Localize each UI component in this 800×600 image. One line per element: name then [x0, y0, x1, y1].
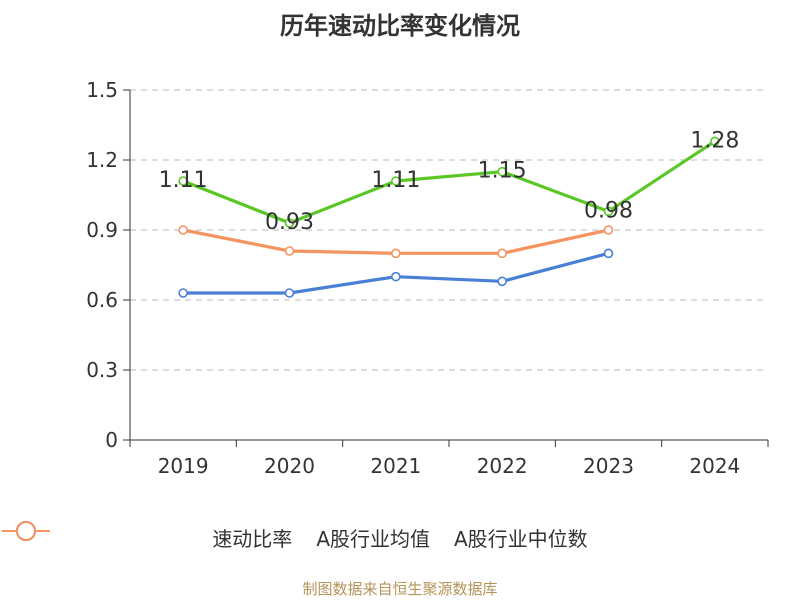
- legend-label: A股行业均值: [316, 526, 430, 551]
- legend-label: A股行业中位数: [454, 526, 588, 551]
- data-point: [178, 176, 188, 186]
- data-label: 0.93: [265, 210, 314, 235]
- y-tick-label: 0.3: [86, 358, 118, 382]
- data-point: [391, 248, 401, 259]
- y-tick-label: 1.5: [86, 78, 118, 102]
- data-point: [497, 248, 507, 259]
- series-line: [181, 139, 717, 225]
- data-point: [497, 166, 507, 177]
- data-label: 0.98: [584, 198, 633, 223]
- data-point: [391, 176, 401, 186]
- y-tick-label: 0.9: [86, 218, 118, 242]
- legend-swatch-icon: [2, 521, 50, 541]
- chart-legend: 速动比率 A股行业均值 A股行业中位数: [0, 519, 800, 555]
- data-point: [178, 225, 188, 235]
- legend-label: 速动比率: [212, 526, 293, 551]
- data-point: [710, 136, 720, 147]
- x-tick-label: 2024: [689, 454, 740, 478]
- y-tick-label: 0: [105, 428, 118, 452]
- data-label: 1.28: [690, 128, 739, 153]
- data-label: 1.11: [371, 168, 420, 193]
- data-point: [603, 248, 614, 259]
- data-point: [603, 206, 614, 217]
- grid-layer: [130, 89, 768, 371]
- data-point: [603, 225, 614, 235]
- chart-title: 历年速动比率变化情况: [280, 12, 520, 40]
- data-point: [284, 246, 295, 256]
- y-tick-label: 1.2: [86, 148, 118, 172]
- source-footnote: 制图数据来自恒生聚源数据库: [302, 580, 498, 598]
- legend-item[interactable]: 速动比率: [2, 521, 293, 552]
- data-point: [284, 288, 295, 298]
- data-point: [284, 218, 295, 228]
- data-label: 1.11: [159, 168, 208, 193]
- series-layer: [178, 136, 720, 298]
- x-tick-label: 2023: [583, 454, 634, 478]
- y-tick-label: 0.6: [86, 288, 118, 312]
- x-tick-label: 2019: [158, 454, 209, 478]
- legend-item[interactable]: A股行业均值: [2, 521, 430, 552]
- data-point: [497, 276, 507, 287]
- x-tick-label: 2022: [477, 454, 528, 478]
- data-label: 1.15: [478, 159, 527, 184]
- x-tick-label: 2021: [370, 454, 421, 478]
- data-point: [178, 288, 188, 298]
- axis-layer: 0 0.3 0.6 0.9 1.2 1.5 2019 2020 2021 2022 2023 2024: [86, 78, 769, 478]
- x-tick-label: 2020: [264, 454, 315, 478]
- legend-item[interactable]: A股行业中位数: [2, 521, 588, 552]
- data-point: [391, 271, 401, 282]
- data-label-layer: 1.11 0.93 1.11 1.15 0.98 1.28: [159, 128, 740, 235]
